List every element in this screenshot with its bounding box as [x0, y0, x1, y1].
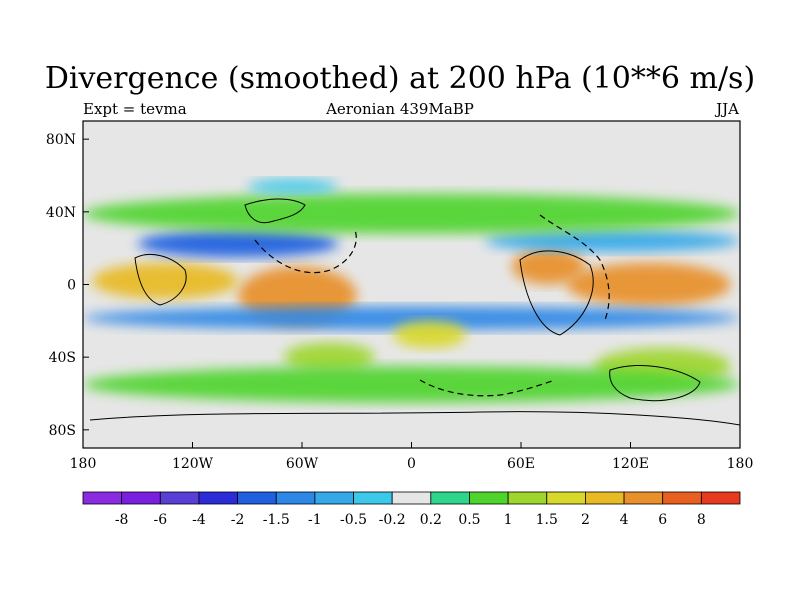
- colorbar-swatch: [623, 491, 664, 505]
- colorbar-swatch: [159, 491, 200, 505]
- colorbar-label: 8: [697, 512, 706, 528]
- colorbar-label: -0.5: [340, 512, 367, 528]
- axis-ticks: 180 120W 60W 0 60E 120E 180 80N 40N 0 40S 80S: [46, 132, 753, 472]
- x-tick-label: 180: [727, 456, 754, 472]
- colorbar-swatch: [353, 491, 393, 505]
- paleo-boundary-south: [419, 379, 556, 397]
- field-weak-north-band: [83, 193, 740, 234]
- coastline-antarctica: [89, 411, 740, 426]
- coastlines: [89, 198, 740, 426]
- x-tick-label: 60W: [286, 456, 319, 472]
- y-tick-label: 0: [67, 278, 76, 294]
- field-strong-divergence-east: [566, 262, 731, 307]
- colorbar-label: -0.2: [379, 512, 406, 528]
- coastline-africa: [519, 250, 594, 336]
- colorbar-label: 0.5: [458, 512, 480, 528]
- colorbar-label: 4: [620, 512, 629, 528]
- field-convergence-band-north: [137, 230, 339, 258]
- y-tick-label: 40S: [49, 350, 76, 366]
- experiment-label: Expt = tevma: [83, 100, 187, 118]
- field-convergence-band-south: [83, 306, 740, 330]
- colorbar-label: 1.5: [536, 512, 558, 528]
- colorbar-label: -2: [231, 512, 245, 528]
- colorbar-swatch: [391, 491, 432, 505]
- colorbar-swatch: [662, 491, 702, 505]
- field-north-pole-patch: [247, 179, 339, 194]
- colorbar-swatch: [314, 491, 354, 505]
- paleo-boundaries: [254, 214, 610, 397]
- paleo-boundary-east: [539, 214, 610, 321]
- field-convergence-north-east: [484, 230, 740, 252]
- colorbar-swatch: [507, 491, 548, 505]
- colorbar-label: -4: [192, 512, 206, 528]
- x-tick-label: 180: [70, 456, 97, 472]
- field-divergence-south-central: [393, 320, 467, 349]
- contour-fields: [83, 179, 740, 403]
- colorbar-swatch: [121, 491, 161, 505]
- field-divergence-africa: [511, 248, 585, 285]
- colorbar-label: -1.5: [263, 512, 290, 528]
- field-divergence-pacific-west: [92, 262, 239, 300]
- x-tick-label: 0: [407, 456, 416, 472]
- colorbar-label: -1: [308, 512, 322, 528]
- colorbar-swatch: [585, 491, 625, 505]
- y-tick-label: 80N: [46, 132, 76, 148]
- y-tick-label: 80S: [49, 423, 76, 439]
- colorbar-swatch: [275, 491, 316, 505]
- period-label: Aeronian 439MaBP: [326, 100, 474, 118]
- colorbar-swatch: [469, 491, 509, 505]
- x-tick-label: 120E: [612, 456, 649, 472]
- colorbar-swatch: [82, 491, 123, 505]
- colorbar-swatch: [198, 491, 238, 505]
- colorbar-label: 1: [504, 512, 513, 528]
- colorbar-label: 6: [658, 512, 667, 528]
- paleo-boundary-west: [254, 229, 357, 274]
- x-tick-label: 120W: [172, 456, 214, 472]
- colorbar-label: 0.2: [420, 512, 442, 528]
- colorbar-swatch: [430, 491, 470, 505]
- colorbar-label: 2: [581, 512, 590, 528]
- plot-title: Divergence (smoothed) at 200 hPa (10**6 …: [44, 61, 756, 96]
- colorbar-swatch: [546, 491, 586, 505]
- colorbar: -8 -6 -4 -2 -1.5 -1 -0.5 -0.2 0.2 0.5 1 1.5 2 4 6 8: [82, 491, 741, 528]
- coastline-south-america: [134, 254, 187, 306]
- field-weak-south-band: [83, 366, 740, 403]
- colorbar-label: -6: [153, 512, 167, 528]
- coastline-australia: [609, 365, 701, 402]
- coastline-north-america: [244, 198, 306, 224]
- y-tick-label: 40N: [46, 205, 76, 221]
- field-divergence-south-pacific: [283, 342, 375, 372]
- colorbar-swatch: [237, 491, 277, 505]
- x-tick-label: 60E: [507, 456, 535, 472]
- colorbar-label: -8: [115, 512, 129, 528]
- season-label: JJA: [716, 100, 739, 118]
- colorbar-swatch: [700, 491, 741, 505]
